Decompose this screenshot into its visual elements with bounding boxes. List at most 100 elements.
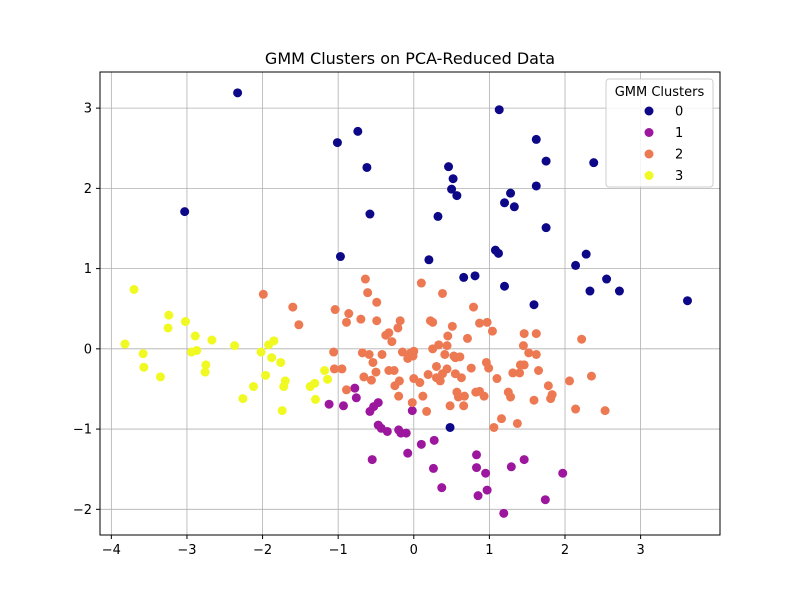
data-point [248, 382, 258, 392]
data-point [332, 138, 342, 148]
data-point [422, 406, 432, 416]
data-point [558, 468, 568, 478]
data-point [443, 331, 453, 341]
data-point [506, 188, 516, 198]
legend-box [605, 78, 714, 188]
data-point [546, 394, 556, 404]
y-tick-label: −1 [73, 423, 92, 438]
data-point [356, 314, 366, 324]
data-point [207, 335, 217, 345]
data-point [466, 363, 476, 373]
cluster-3-points [120, 284, 333, 416]
data-point [448, 174, 458, 184]
data-point [503, 387, 513, 397]
x-axis: −4 −3 −2 −1 0 1 2 3 [102, 535, 645, 558]
x-tick-label: −1 [329, 543, 348, 558]
data-point [394, 391, 404, 401]
data-point [428, 317, 438, 327]
data-point [351, 393, 361, 403]
data-point [489, 422, 499, 432]
data-point [277, 406, 287, 416]
data-point [120, 339, 130, 349]
legend-marker [644, 171, 654, 180]
x-tick-label: 2 [561, 543, 569, 558]
data-point [389, 366, 399, 376]
data-point [524, 348, 534, 358]
data-point [614, 286, 624, 296]
data-point [401, 428, 411, 438]
data-point [323, 374, 333, 384]
data-point [353, 126, 363, 136]
data-point [139, 362, 149, 372]
data-point [487, 326, 497, 336]
data-point [602, 274, 612, 284]
legend: GMM Clusters 0 1 2 3 [605, 78, 714, 188]
data-point [585, 286, 595, 296]
data-point [337, 364, 347, 374]
legend-label: 0 [675, 105, 683, 120]
data-point [519, 329, 529, 339]
data-point [320, 366, 330, 376]
data-point [362, 162, 372, 172]
data-point [324, 399, 334, 409]
data-point [418, 391, 428, 401]
data-point [267, 353, 277, 363]
data-point [350, 383, 360, 393]
data-point [571, 260, 581, 270]
data-point [431, 361, 441, 371]
data-point [329, 347, 339, 357]
data-point [445, 422, 455, 432]
data-point [341, 317, 351, 327]
data-point [531, 181, 541, 191]
data-point [394, 376, 404, 386]
data-point [472, 450, 482, 460]
data-point [496, 414, 506, 424]
data-point [442, 364, 452, 374]
legend-label: 2 [675, 148, 683, 163]
data-point [586, 371, 596, 381]
data-point [531, 134, 541, 144]
data-point [230, 341, 240, 351]
data-point [450, 353, 460, 363]
data-point [310, 378, 320, 388]
data-point [363, 288, 373, 298]
data-point [442, 341, 452, 351]
data-point [382, 426, 392, 436]
x-tick-label: 0 [410, 543, 418, 558]
data-point [192, 345, 202, 355]
data-point [397, 347, 407, 357]
data-point [403, 448, 413, 458]
data-point [515, 368, 525, 378]
cluster-1-points [324, 383, 568, 518]
data-point [581, 249, 591, 259]
legend-title: GMM Clusters [615, 85, 705, 100]
data-point [163, 323, 173, 333]
data-point [180, 317, 190, 327]
data-point [682, 296, 692, 306]
data-point [529, 300, 539, 310]
data-point [357, 348, 367, 358]
data-point [138, 349, 148, 359]
data-point [492, 374, 502, 384]
data-point [470, 271, 480, 281]
data-point [381, 330, 391, 340]
data-point [269, 336, 279, 346]
data-point [294, 320, 304, 330]
data-point [519, 455, 529, 465]
cluster-0-points [180, 88, 692, 432]
legend-marker [644, 128, 654, 137]
data-point [338, 401, 348, 411]
data-point [200, 367, 210, 377]
chart-title: GMM Clusters on PCA-Reduced Data [265, 49, 555, 68]
data-point [164, 310, 174, 320]
cluster-2-points [258, 274, 610, 432]
data-point [438, 288, 448, 298]
data-point [365, 209, 375, 219]
data-point [233, 88, 243, 98]
data-point [424, 255, 434, 265]
data-point [469, 302, 479, 312]
data-point [368, 357, 378, 367]
data-point [367, 455, 377, 465]
data-point [531, 329, 541, 339]
